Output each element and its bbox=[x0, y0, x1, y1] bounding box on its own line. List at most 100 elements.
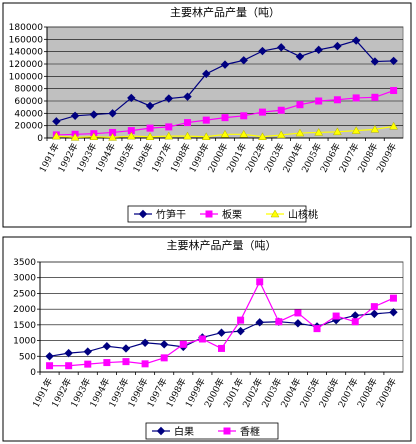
data-point bbox=[314, 127, 324, 136]
data-point bbox=[202, 69, 211, 79]
y-tick-label: 180000 bbox=[9, 23, 44, 33]
data-point bbox=[351, 318, 359, 326]
data-point bbox=[239, 129, 249, 138]
data-point bbox=[390, 87, 398, 95]
data-point bbox=[277, 43, 286, 52]
data-point bbox=[258, 108, 266, 116]
chart-2: 主要林产品产量（吨）050010001500200025003000350019… bbox=[2, 236, 412, 442]
data-point bbox=[46, 362, 54, 370]
data-point bbox=[240, 112, 248, 120]
data-point bbox=[164, 94, 173, 103]
data-point bbox=[84, 360, 92, 368]
chart-title: 主要林产品产量（吨） bbox=[170, 5, 280, 19]
y-tick-label: 2000 bbox=[13, 305, 36, 315]
data-point bbox=[294, 309, 302, 317]
data-point bbox=[314, 45, 323, 55]
data-point bbox=[122, 358, 130, 366]
y-tick-label: 60000 bbox=[14, 97, 43, 107]
data-point bbox=[295, 52, 305, 61]
data-point bbox=[65, 362, 73, 370]
data-point bbox=[389, 294, 397, 302]
data-point bbox=[258, 46, 267, 56]
data-point bbox=[332, 127, 342, 136]
chart-1: 主要林产品产量（吨） 0 20000 40000 60000 80000 100000 120… bbox=[2, 2, 412, 228]
data-point bbox=[277, 106, 285, 114]
data-point bbox=[184, 119, 192, 127]
data-point bbox=[389, 308, 398, 317]
data-point bbox=[332, 312, 340, 320]
data-point bbox=[64, 348, 73, 358]
y-tick-label: 500 bbox=[19, 352, 36, 362]
data-point bbox=[220, 129, 230, 138]
y-tick-label: 1000 bbox=[13, 337, 36, 347]
data-point bbox=[127, 93, 136, 103]
data-point bbox=[371, 93, 379, 101]
data-point bbox=[296, 101, 304, 109]
data-point bbox=[239, 56, 248, 65]
data-point bbox=[351, 126, 361, 134]
data-point bbox=[183, 131, 192, 140]
data-point bbox=[51, 131, 61, 140]
data-point bbox=[202, 116, 210, 124]
data-point bbox=[102, 342, 112, 351]
data-point bbox=[256, 278, 264, 286]
data-point bbox=[145, 101, 155, 111]
data-point bbox=[370, 303, 378, 311]
data-point bbox=[164, 131, 174, 140]
data-point bbox=[70, 132, 80, 141]
y-tick-label: 160000 bbox=[9, 35, 44, 45]
data-point bbox=[198, 335, 206, 343]
legend-label: 竹笋干 bbox=[156, 208, 186, 221]
data-point bbox=[237, 316, 245, 324]
data-point bbox=[389, 56, 398, 66]
data-point bbox=[145, 132, 155, 141]
legend-label: 香榧 bbox=[240, 425, 260, 438]
legend-marker bbox=[270, 209, 280, 218]
chart-title: 主要林产品产量（吨） bbox=[167, 238, 277, 252]
y-tick-label: 40000 bbox=[14, 109, 43, 119]
y-tick-label: 20000 bbox=[14, 122, 43, 132]
chart-panel-1: 主要林产品产量（吨） 0 20000 40000 60000 80000 100000 120… bbox=[2, 2, 412, 228]
data-point bbox=[141, 360, 149, 368]
legend-label: 板栗 bbox=[222, 208, 242, 221]
legend-marker bbox=[138, 209, 148, 219]
data-point bbox=[83, 347, 92, 356]
data-point bbox=[160, 354, 168, 362]
data-point bbox=[201, 132, 211, 141]
data-point bbox=[276, 130, 286, 139]
data-point bbox=[236, 326, 245, 336]
data-point bbox=[126, 131, 136, 140]
data-point bbox=[165, 123, 173, 131]
data-point bbox=[255, 318, 264, 327]
series-3 bbox=[51, 121, 399, 141]
data-point bbox=[293, 319, 303, 328]
data-point bbox=[333, 41, 342, 51]
data-point bbox=[352, 94, 360, 102]
plot-area bbox=[39, 261, 404, 373]
y-tick-label: 120000 bbox=[9, 60, 44, 70]
data-point bbox=[275, 318, 283, 326]
y-tick-label: 1500 bbox=[13, 321, 36, 331]
legend-marker bbox=[223, 427, 231, 435]
data-point bbox=[315, 97, 323, 105]
data-point bbox=[52, 117, 61, 126]
legend-box bbox=[145, 422, 279, 440]
data-point bbox=[140, 338, 150, 347]
data-point bbox=[370, 124, 380, 133]
data-point bbox=[389, 121, 399, 130]
chart-panel-2: 主要林产品产量（吨） 0 500 1000 1500 2000 2500 3000 3500 19… bbox=[0, 234, 416, 444]
y-tick-label: 80000 bbox=[14, 85, 43, 95]
y-tick-label: 2500 bbox=[13, 289, 36, 299]
series-1 bbox=[52, 36, 398, 126]
data-point bbox=[183, 92, 192, 101]
data-point bbox=[146, 124, 154, 132]
data-point bbox=[258, 132, 267, 141]
data-point bbox=[103, 359, 111, 367]
data-point bbox=[351, 36, 361, 45]
data-point bbox=[370, 57, 380, 66]
y-tick-label: 3500 bbox=[13, 258, 36, 268]
plot-area bbox=[46, 26, 404, 139]
data-point bbox=[217, 328, 226, 337]
legend-marker bbox=[156, 426, 166, 436]
data-point bbox=[333, 96, 341, 104]
